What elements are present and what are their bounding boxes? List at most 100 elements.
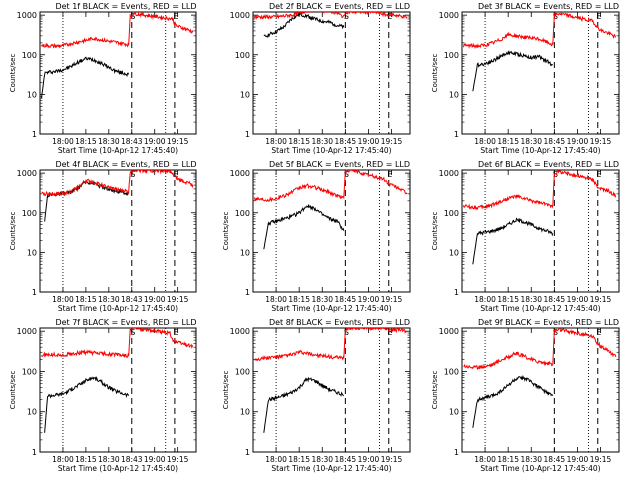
- y-axis-label: Counts/sec: [9, 54, 17, 93]
- x-tick-label: 18:15: [288, 455, 310, 464]
- events-series-line: [41, 56, 130, 99]
- x-tick-label: 18:45: [544, 295, 566, 304]
- panel-title: Det 9f BLACK = Events, RED = LLD: [478, 318, 619, 327]
- x-tick-label: 18:45: [544, 455, 566, 464]
- x-tick-label: 18:30: [311, 295, 333, 304]
- y-tick-label: 10: [240, 90, 250, 99]
- x-tick-label: 18:43: [121, 455, 143, 464]
- x-tick-label: 18:30: [311, 137, 333, 146]
- y-tick-label: 10: [27, 90, 37, 99]
- interval-marker-label: S: [344, 328, 349, 337]
- panel-title: Det 5f BLACK = Events, RED = LLD: [269, 160, 410, 169]
- x-tick-label: 18:15: [497, 295, 519, 304]
- x-tick-label: 19:00: [567, 455, 589, 464]
- x-tick-label: 19:15: [167, 455, 189, 464]
- x-tick-label: 18:45: [544, 137, 566, 146]
- events-series-line: [263, 12, 345, 38]
- x-tick-label: 19:15: [381, 295, 403, 304]
- x-tick-label: 19:15: [590, 137, 612, 146]
- y-tick-label: 10: [27, 248, 37, 257]
- x-tick-label: 18:15: [497, 137, 519, 146]
- detector-panel: Det 9f BLACK = Events, RED = LLD 1 10 100 10…: [431, 318, 620, 473]
- x-tick-label: 18:00: [265, 455, 287, 464]
- interval-marker-label: E: [173, 328, 178, 337]
- detector-panel: Det 2f BLACK = Events, RED = LLD 1 10 100 10…: [230, 2, 411, 155]
- x-tick-label: 18:15: [497, 455, 519, 464]
- events-series-line: [263, 204, 345, 250]
- plot-frame: [461, 11, 620, 135]
- lld-series-line: [463, 170, 617, 211]
- y-tick-label: 100: [444, 367, 459, 376]
- y-tick-label: 1: [32, 288, 37, 297]
- plot-frame: [39, 169, 197, 293]
- x-axis-label: Start Time (10-Apr-12 17:45:40): [58, 304, 178, 313]
- lld-series-line: [463, 12, 616, 50]
- y-tick-label: 1: [245, 288, 250, 297]
- x-tick-label: 18:30: [98, 137, 120, 146]
- x-axis-label: Start Time (10-Apr-12 17:45:40): [271, 464, 391, 473]
- x-axis-label: Start Time (10-Apr-12 17:45:40): [271, 146, 391, 155]
- y-tick-label: 1000: [230, 11, 250, 20]
- plot-frame: [252, 11, 411, 135]
- detector-panel: Det 4f BLACK = Events, RED = LLD 1 10 100 10…: [9, 160, 197, 313]
- x-tick-label: 19:00: [567, 137, 589, 146]
- x-tick-label: 18:15: [75, 137, 97, 146]
- y-tick-label: 100: [22, 367, 37, 376]
- panel-title: Det 7f BLACK = Events, RED = LLD: [55, 318, 196, 327]
- y-tick-label: 10: [449, 90, 459, 99]
- x-tick-label: 18:45: [335, 455, 357, 464]
- interval-marker-label: E: [173, 170, 178, 179]
- y-tick-label: 1000: [17, 11, 37, 20]
- events-series-line: [263, 376, 344, 433]
- y-axis-label: Counts/sec: [222, 371, 230, 410]
- interval-marker-label: E: [387, 328, 392, 337]
- y-tick-label: 1000: [17, 327, 37, 336]
- y-tick-label: 1000: [230, 327, 250, 336]
- interval-marker-label: S: [130, 170, 135, 179]
- x-tick-label: 18:00: [52, 295, 74, 304]
- y-tick-label: 1000: [439, 327, 459, 336]
- y-tick-label: 1000: [17, 169, 37, 178]
- interval-marker-label: S: [344, 12, 349, 21]
- x-tick-label: 18:15: [75, 295, 97, 304]
- y-tick-label: 1: [245, 448, 250, 457]
- x-tick-label: 19:00: [144, 455, 166, 464]
- y-axis-label: Counts/sec: [222, 212, 230, 251]
- y-tick-label: 100: [235, 209, 250, 218]
- y-axis-label: Counts/sec: [431, 212, 439, 251]
- y-tick-label: 1: [32, 448, 37, 457]
- x-tick-label: 18:00: [474, 295, 496, 304]
- x-tick-label: 18:30: [520, 455, 542, 464]
- lld-series-line: [41, 12, 194, 49]
- x-tick-label: 18:43: [121, 137, 143, 146]
- panel-title: Det 3f BLACK = Events, RED = LLD: [478, 2, 619, 11]
- interval-marker-label: S: [553, 328, 558, 337]
- panel-title: Det 6f BLACK = Events, RED = LLD: [478, 160, 619, 169]
- detector-panel: Det 8f BLACK = Events, RED = LLD 1 10 100 10…: [222, 318, 411, 473]
- x-tick-label: 19:15: [167, 137, 189, 146]
- x-tick-label: 19:15: [381, 455, 403, 464]
- lld-series-line: [254, 12, 408, 21]
- x-axis-label: Start Time (10-Apr-12 17:45:40): [480, 146, 600, 155]
- y-tick-label: 100: [22, 209, 37, 218]
- y-tick-label: 10: [240, 408, 250, 417]
- x-tick-label: 19:15: [590, 295, 612, 304]
- interval-marker-label: S: [553, 12, 558, 21]
- y-axis-label: Counts/sec: [431, 371, 439, 410]
- detector-panel: Det 5f BLACK = Events, RED = LLD 1 10 100 10…: [222, 160, 411, 313]
- interval-marker-label: E: [387, 12, 392, 21]
- x-tick-label: 18:45: [335, 137, 357, 146]
- y-axis-label: Counts/sec: [9, 212, 17, 251]
- lld-series-line: [254, 170, 408, 203]
- events-series-line: [44, 180, 129, 222]
- x-tick-label: 18:00: [265, 137, 287, 146]
- plot-frame: [39, 327, 197, 453]
- events-series-line: [472, 374, 554, 428]
- y-tick-label: 1000: [439, 11, 459, 20]
- interval-marker-label: S: [130, 328, 135, 337]
- y-tick-label: 10: [240, 248, 250, 257]
- y-tick-label: 10: [449, 248, 459, 257]
- x-tick-label: 18:00: [265, 295, 287, 304]
